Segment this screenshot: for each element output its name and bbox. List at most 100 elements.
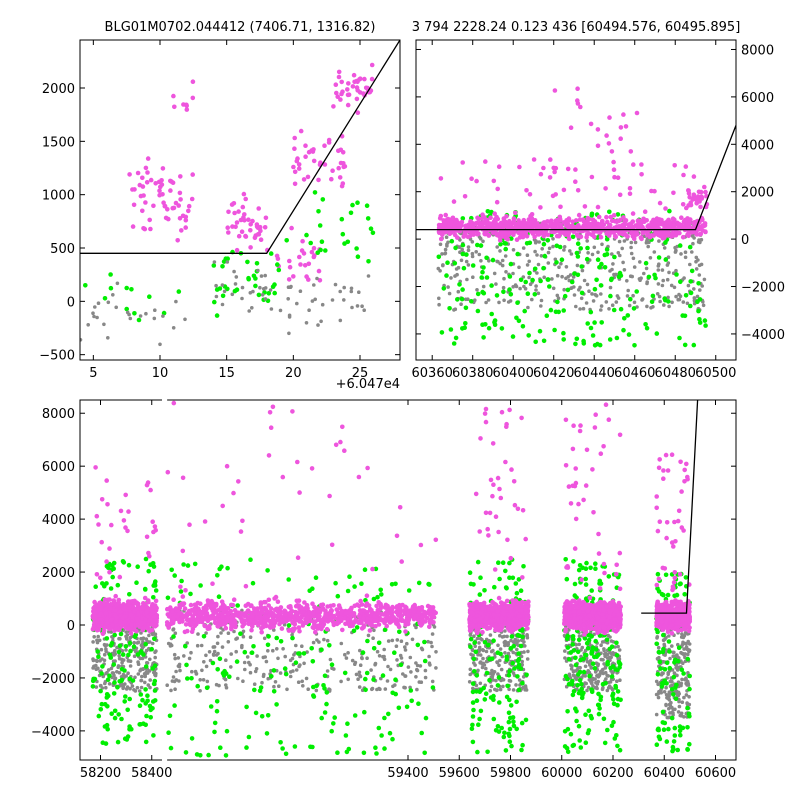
full-point (468, 636, 474, 642)
full-point (126, 671, 130, 675)
full-point (470, 681, 476, 686)
recent-point (638, 260, 642, 264)
recent-point (436, 254, 442, 260)
full-point (113, 593, 118, 599)
full-point (98, 688, 103, 694)
recent-point (621, 230, 627, 235)
recent-point (480, 269, 485, 275)
recent-point (702, 277, 707, 282)
full-point (123, 644, 129, 649)
full-point (497, 700, 502, 705)
zoom-point (143, 200, 148, 205)
zoom-point (303, 143, 308, 148)
full-point (491, 716, 497, 722)
full-point (290, 656, 295, 661)
full-point (600, 668, 605, 672)
recent-point (691, 241, 695, 246)
full-point (179, 578, 184, 584)
recent-point (507, 287, 512, 292)
recent-point (520, 324, 526, 329)
full-point (309, 646, 315, 651)
full-point (604, 677, 608, 681)
full-point (399, 639, 404, 643)
full-point (505, 683, 511, 689)
full-point (684, 681, 688, 686)
full-point (419, 680, 424, 684)
full-point (667, 665, 673, 671)
recent-point (561, 187, 567, 193)
recent-point (526, 333, 531, 338)
zoom-x-tick-label: 10 (152, 366, 169, 381)
full-point (328, 657, 333, 662)
recent-point (446, 285, 450, 289)
full-point (111, 566, 116, 571)
recent-point (513, 210, 518, 216)
recent-point (621, 112, 626, 117)
full-point (144, 637, 149, 641)
zoom-point (366, 259, 371, 264)
recent-point (492, 211, 498, 216)
full-point (376, 725, 382, 731)
full-point (574, 677, 579, 681)
full-point (253, 710, 259, 716)
recent-point (644, 240, 649, 245)
full-point (675, 665, 679, 669)
full-point (583, 582, 589, 587)
zoom-point (183, 217, 189, 223)
full-point (285, 687, 289, 692)
full-point (152, 636, 157, 642)
recent-point (681, 172, 686, 178)
recent-point (524, 188, 529, 193)
zoom-point (256, 206, 262, 211)
full-point (664, 685, 668, 690)
full-point (223, 753, 229, 758)
full-point (205, 679, 210, 684)
recent-point (518, 286, 522, 291)
recent-point (561, 337, 566, 342)
full-point (403, 674, 408, 678)
full-point (656, 649, 662, 655)
zoom-point (340, 150, 346, 155)
zoom-point (309, 249, 315, 255)
full-point (111, 662, 117, 667)
full-point (478, 636, 483, 641)
recent-point (687, 244, 693, 250)
full-point (143, 674, 147, 679)
full-point (514, 590, 520, 596)
recent-point (575, 101, 581, 106)
zoom-point (304, 321, 309, 325)
full-point (385, 679, 390, 683)
zoom-point (330, 298, 335, 302)
recent-point (573, 167, 578, 172)
recent-point (599, 308, 603, 312)
recent-point (696, 281, 701, 286)
full-point (589, 634, 594, 639)
full-point (496, 675, 502, 680)
recent-point (562, 220, 568, 225)
recent-point (607, 115, 612, 120)
full-point (264, 731, 270, 736)
full-point (177, 679, 181, 683)
recent-point (590, 252, 595, 257)
recent-point (511, 271, 515, 276)
recent-point (486, 232, 492, 238)
full-point (283, 671, 289, 677)
full-point (615, 679, 619, 683)
full-point (195, 643, 200, 648)
full-point (243, 667, 247, 672)
full-point (519, 747, 524, 753)
full-point (371, 596, 377, 602)
recent-point (646, 244, 650, 249)
full-point (663, 637, 667, 642)
recent-point (672, 285, 677, 290)
full-point (310, 744, 315, 750)
full-point (676, 645, 682, 650)
zoom-point (263, 297, 268, 301)
full-point (109, 666, 114, 671)
recent-point (587, 289, 591, 294)
zoom-point (140, 175, 145, 181)
recent-point (588, 309, 594, 315)
full-point (470, 722, 475, 728)
recent-point (604, 300, 609, 304)
recent-point (590, 217, 596, 223)
